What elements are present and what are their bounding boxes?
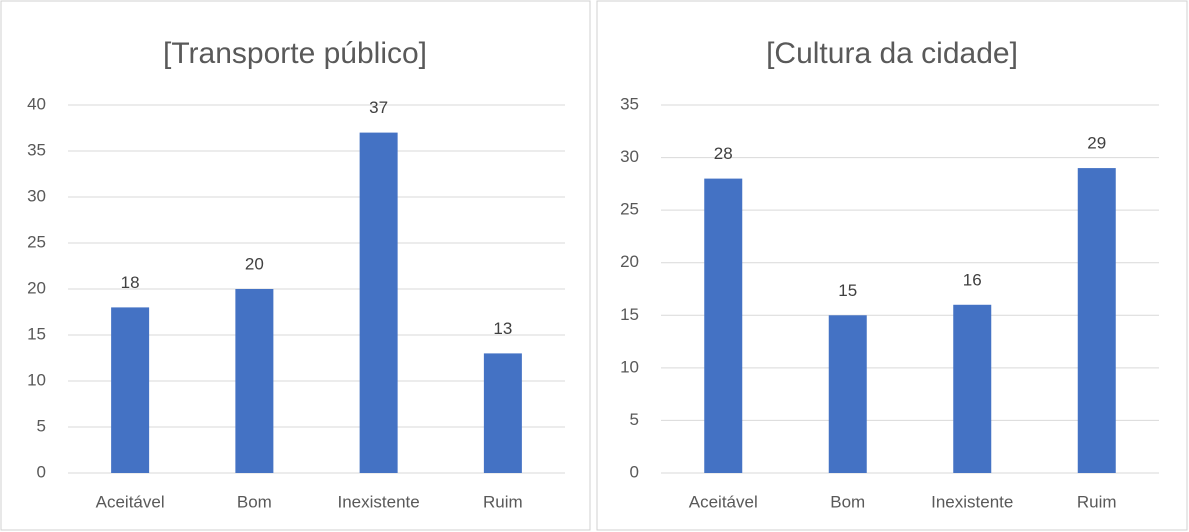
bar [828,315,867,473]
x-tick-label: Aceitável [689,492,758,511]
y-tick-label: 25 [620,200,639,219]
y-tick-label: 20 [620,252,639,271]
y-tick-label: 15 [620,305,639,324]
y-tick-label: 35 [620,94,639,113]
data-label: 15 [838,281,857,300]
y-tick-label: 0 [630,462,639,481]
x-tick-label: Bom [830,492,865,511]
y-tick-label: 30 [27,186,46,205]
chart-title: [Transporte público] [163,37,427,70]
data-label: 18 [121,273,140,292]
bar [483,353,522,473]
bar [359,132,398,473]
data-label: 29 [1087,134,1106,153]
y-tick-label: 40 [27,94,46,113]
y-tick-label: 25 [27,232,46,251]
y-tick-label: 5 [37,416,46,435]
bar [953,304,992,473]
x-tick-label: Ruim [483,492,523,511]
data-label: 20 [245,254,264,273]
x-tick-label: Inexistente [338,492,420,511]
y-tick-label: 10 [620,357,639,376]
bar [1077,168,1116,474]
data-label: 13 [493,319,512,338]
bar [704,178,743,473]
y-tick-label: 5 [630,410,639,429]
data-label: 37 [369,98,388,117]
y-tick-label: 35 [27,140,46,159]
y-tick-label: 0 [37,462,46,481]
data-label: 28 [714,144,733,163]
y-tick-label: 20 [27,278,46,297]
chart-title: [Cultura da cidade] [766,37,1018,70]
x-tick-label: Ruim [1077,492,1117,511]
y-tick-label: 30 [620,147,639,166]
x-tick-label: Inexistente [931,492,1013,511]
bar [235,289,274,473]
data-label: 16 [963,270,982,289]
x-tick-label: Aceitável [96,492,165,511]
x-tick-label: Bom [237,492,272,511]
bar [111,307,150,473]
y-tick-label: 10 [27,370,46,389]
y-tick-label: 15 [27,324,46,343]
